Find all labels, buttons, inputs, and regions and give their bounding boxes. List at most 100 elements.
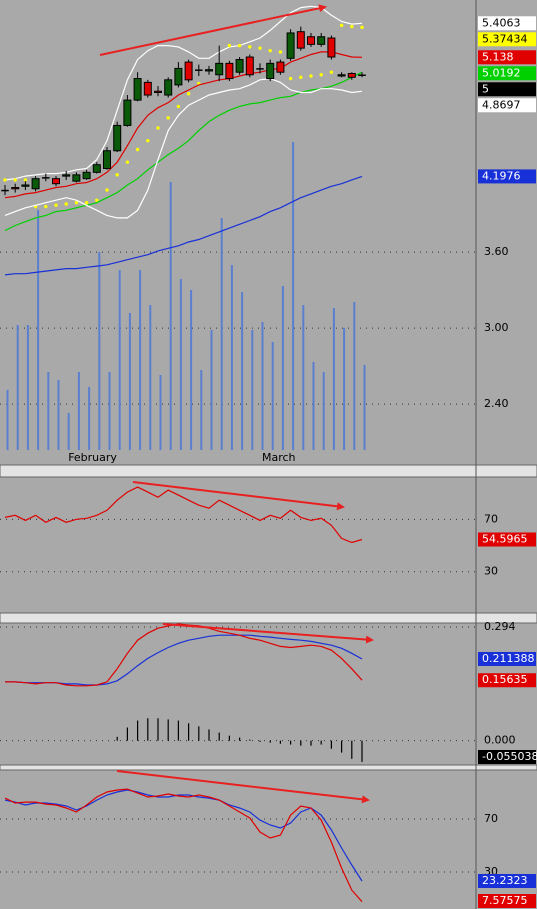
- volume-bar: [118, 270, 121, 450]
- sar-dot: [156, 126, 160, 130]
- volume-bar: [363, 365, 366, 450]
- candle-body: [21, 184, 30, 187]
- volume-bar: [241, 292, 244, 450]
- candle-body: [154, 90, 162, 93]
- series-line: [4, 5, 363, 181]
- volume-bar: [343, 328, 346, 450]
- volume-bar: [26, 325, 29, 450]
- value-label: -0.055038: [482, 750, 537, 763]
- volume-bar: [312, 362, 315, 450]
- sar-dot: [23, 178, 28, 182]
- value-label: 5.0192: [482, 66, 521, 79]
- panel-separator: [0, 464, 537, 478]
- candle-body: [103, 150, 111, 170]
- sar-dot: [309, 74, 313, 78]
- sar-dot: [105, 188, 109, 192]
- value-label: 0.211388: [482, 652, 535, 665]
- sar-dot: [64, 202, 68, 206]
- sar-dot: [319, 73, 323, 77]
- value-label: 5.37434: [482, 32, 528, 45]
- sar-dot: [258, 46, 262, 50]
- y-tick-label: 70: [484, 812, 498, 825]
- candle-body: [307, 36, 315, 45]
- candle-body: [225, 62, 234, 80]
- volume-bar: [261, 322, 264, 450]
- candle-body: [133, 78, 142, 101]
- candle-body: [164, 79, 173, 96]
- series-line: [4, 51, 363, 199]
- candle-body: [235, 59, 244, 73]
- sar-dot: [95, 198, 99, 202]
- volume-bar: [67, 413, 70, 450]
- sar-dot: [299, 75, 303, 79]
- volume-bar: [332, 308, 335, 450]
- value-label: 5.4063: [482, 16, 521, 29]
- value-label-box: [478, 16, 536, 31]
- candle-body: [42, 177, 50, 179]
- sar-dot: [125, 160, 130, 164]
- candle-body: [317, 36, 326, 45]
- value-label-box: [478, 66, 536, 81]
- sar-dot: [329, 70, 334, 74]
- y-tick-label: 3.60: [484, 245, 509, 258]
- sar-dot: [44, 204, 48, 209]
- sar-dot: [3, 178, 7, 182]
- value-label: 54.5965: [482, 533, 528, 546]
- candle-body: [92, 164, 101, 173]
- series-line: [4, 175, 363, 276]
- candle-body: [347, 72, 356, 78]
- candle-body: [11, 187, 20, 190]
- y-tick-label: 30: [484, 565, 498, 578]
- candle-body: [62, 174, 71, 177]
- sar-dot: [186, 92, 191, 96]
- value-label-box: [478, 50, 536, 65]
- series-line: [4, 788, 363, 903]
- candle-body: [205, 69, 213, 72]
- volume-bar: [88, 387, 91, 450]
- sar-dot: [135, 147, 140, 152]
- candle-body: [337, 74, 346, 77]
- series-line: [4, 789, 363, 882]
- volume-bar: [230, 265, 233, 450]
- y-tick-label: 3.00: [484, 321, 509, 334]
- sar-dot: [176, 104, 181, 109]
- y-tick-label: 0.000: [484, 734, 516, 747]
- candle-body: [1, 189, 9, 192]
- value-label: 5.138: [482, 50, 514, 63]
- value-label: 0.15635: [482, 673, 528, 686]
- volume-bar: [57, 380, 60, 450]
- value-label-box: [478, 32, 536, 47]
- sar-dot: [227, 43, 232, 48]
- value-label-box: [478, 894, 536, 908]
- candle-body: [113, 124, 122, 152]
- candle-body: [52, 178, 60, 185]
- series-line: [5, 623, 363, 687]
- candle-body: [174, 67, 183, 86]
- series-line: [4, 486, 363, 544]
- candle-body: [358, 74, 366, 77]
- candle-body: [296, 31, 305, 49]
- volume-bar: [271, 342, 274, 450]
- volume-bar: [139, 270, 142, 450]
- value-label: 23.2323: [482, 874, 528, 887]
- value-label-box: [478, 532, 536, 547]
- panel: 70 30 54.5965: [0, 486, 536, 578]
- volume-bar: [200, 370, 203, 450]
- candle-body: [327, 37, 336, 58]
- value-label-box: [478, 873, 536, 888]
- volume-bar: [179, 279, 182, 450]
- panel: 2.40 3.00 3.60 February March 5.4063 5.37434 5.…: [0, 5, 536, 464]
- y-tick-label: 2.40: [484, 397, 509, 410]
- candle-body: [184, 61, 193, 81]
- sar-dot: [54, 203, 58, 207]
- volume-bar: [292, 142, 295, 450]
- volume-bar: [281, 286, 284, 450]
- trend-arrow: [116, 770, 370, 804]
- value-label-box: [478, 82, 536, 97]
- volume-bar: [16, 325, 19, 450]
- sar-dot: [339, 23, 344, 28]
- value-label-box: [478, 651, 536, 666]
- value-label: 4.8697: [482, 98, 521, 111]
